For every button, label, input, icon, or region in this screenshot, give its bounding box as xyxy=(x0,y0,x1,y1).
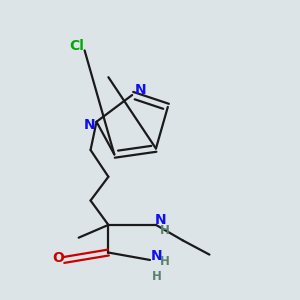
Text: N: N xyxy=(135,83,146,97)
Text: H: H xyxy=(152,270,161,284)
Text: O: O xyxy=(52,251,64,266)
Text: N: N xyxy=(155,212,167,226)
Text: N: N xyxy=(151,249,162,263)
Text: Cl: Cl xyxy=(70,39,85,53)
Text: N: N xyxy=(83,118,95,132)
Text: H: H xyxy=(160,255,170,268)
Text: H: H xyxy=(160,224,170,237)
